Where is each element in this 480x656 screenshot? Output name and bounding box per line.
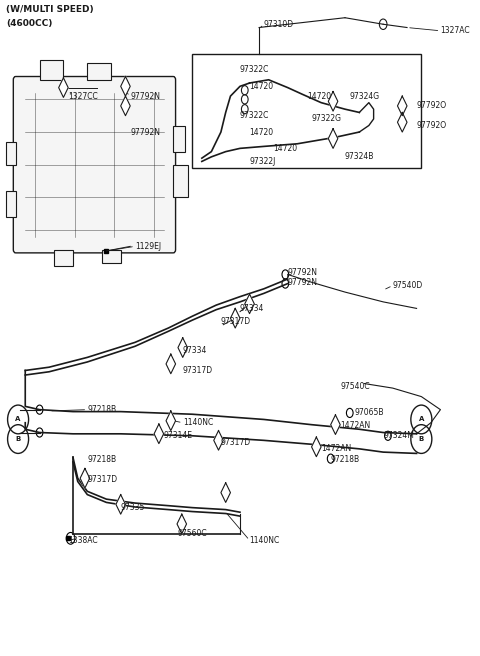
Text: 14720: 14720: [307, 92, 331, 100]
Polygon shape: [328, 129, 338, 148]
Text: 97322J: 97322J: [250, 157, 276, 166]
Text: A: A: [419, 417, 424, 422]
Text: 1327CC: 1327CC: [68, 92, 98, 100]
Text: 97317D: 97317D: [221, 438, 251, 447]
Text: 97792N: 97792N: [130, 127, 160, 136]
Text: 14720: 14720: [250, 82, 274, 91]
Text: 97792N: 97792N: [288, 277, 318, 287]
FancyBboxPatch shape: [13, 77, 176, 253]
Polygon shape: [331, 415, 340, 434]
Text: A: A: [15, 417, 21, 422]
Polygon shape: [178, 338, 188, 358]
Text: 97335: 97335: [120, 503, 145, 512]
Text: 97540D: 97540D: [393, 281, 423, 290]
Text: 97334: 97334: [240, 304, 264, 313]
Polygon shape: [221, 483, 230, 502]
Polygon shape: [166, 411, 176, 430]
Polygon shape: [177, 514, 187, 534]
Text: 97317D: 97317D: [221, 317, 251, 326]
Text: 97324B: 97324B: [345, 152, 374, 161]
Text: 1140NC: 1140NC: [250, 536, 280, 544]
Text: 97317D: 97317D: [183, 366, 213, 375]
Bar: [6, 142, 16, 165]
Text: 97792O: 97792O: [417, 121, 447, 130]
Bar: [6, 191, 16, 217]
Polygon shape: [245, 294, 254, 314]
Text: B: B: [419, 436, 424, 442]
Text: 97560C: 97560C: [178, 529, 207, 539]
Polygon shape: [397, 112, 407, 132]
Text: 97792O: 97792O: [417, 102, 447, 110]
Text: 97792N: 97792N: [130, 92, 160, 100]
Text: (4600CC): (4600CC): [6, 19, 52, 28]
Text: 97317D: 97317D: [87, 475, 118, 484]
Polygon shape: [166, 354, 176, 374]
Bar: [87, 64, 111, 80]
Text: 97792N: 97792N: [288, 268, 318, 277]
Text: 97314E: 97314E: [164, 431, 192, 440]
Polygon shape: [116, 495, 125, 514]
Bar: [173, 165, 188, 197]
Polygon shape: [328, 92, 338, 111]
Text: 1472AN: 1472AN: [340, 422, 371, 430]
Text: 1338AC: 1338AC: [68, 536, 98, 544]
Text: 1129EJ: 1129EJ: [135, 242, 161, 251]
Text: 97540C: 97540C: [340, 382, 370, 391]
Text: 97218B: 97218B: [331, 455, 360, 464]
Text: (W/MULTI SPEED): (W/MULTI SPEED): [6, 5, 94, 14]
Text: 1140NC: 1140NC: [183, 419, 213, 427]
Bar: [102, 250, 120, 262]
Polygon shape: [80, 468, 90, 488]
Bar: [173, 125, 185, 152]
Text: 14720: 14720: [274, 144, 298, 153]
Text: 97324G: 97324G: [350, 92, 380, 100]
Polygon shape: [120, 77, 130, 96]
Polygon shape: [312, 437, 321, 457]
Text: 97310D: 97310D: [264, 20, 294, 29]
Text: 97065B: 97065B: [355, 409, 384, 417]
Text: 97322C: 97322C: [240, 112, 269, 120]
Polygon shape: [59, 78, 68, 97]
Text: 1472AN: 1472AN: [321, 444, 351, 453]
Text: 1327AC: 1327AC: [441, 26, 470, 35]
Bar: [54, 250, 73, 266]
Polygon shape: [214, 430, 223, 450]
Bar: [39, 60, 63, 80]
Text: 97324M: 97324M: [383, 431, 414, 440]
Polygon shape: [230, 308, 240, 328]
Polygon shape: [154, 424, 164, 443]
Bar: [192, 54, 421, 168]
Text: 97334: 97334: [183, 346, 207, 356]
Text: 97322G: 97322G: [312, 114, 342, 123]
Text: 97322C: 97322C: [240, 66, 269, 75]
Text: 97218B: 97218B: [87, 455, 117, 464]
Polygon shape: [120, 96, 130, 115]
Text: 14720: 14720: [250, 127, 274, 136]
Text: B: B: [15, 436, 21, 442]
Polygon shape: [397, 96, 407, 115]
Text: 97218B: 97218B: [87, 405, 117, 414]
